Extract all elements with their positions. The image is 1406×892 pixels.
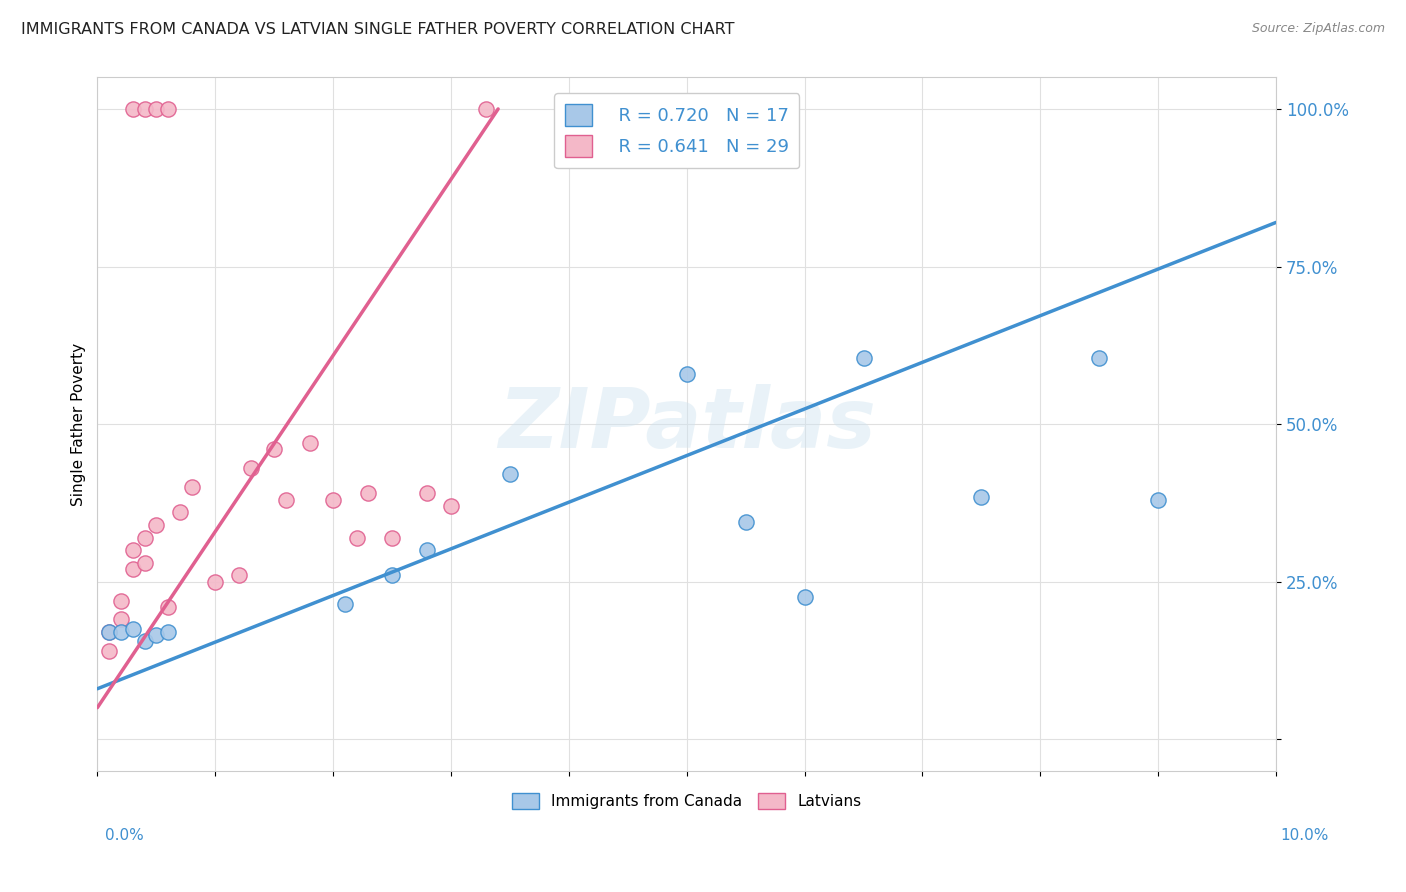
Point	[110, 625, 132, 640]
Point	[157, 625, 180, 640]
Point	[346, 531, 368, 545]
Point	[145, 628, 167, 642]
Point	[121, 622, 143, 636]
Point	[204, 574, 226, 589]
Text: Source: ZipAtlas.com: Source: ZipAtlas.com	[1251, 22, 1385, 36]
Point	[98, 644, 121, 658]
Point	[157, 102, 180, 116]
Point	[134, 556, 156, 570]
Point	[416, 486, 439, 500]
Point	[121, 102, 143, 116]
Point	[145, 102, 167, 116]
Point	[134, 634, 156, 648]
Text: IMMIGRANTS FROM CANADA VS LATVIAN SINGLE FATHER POVERTY CORRELATION CHART: IMMIGRANTS FROM CANADA VS LATVIAN SINGLE…	[21, 22, 734, 37]
Point	[357, 486, 380, 500]
Point	[121, 562, 143, 576]
Point	[263, 442, 285, 457]
Point	[180, 480, 202, 494]
Point	[416, 543, 439, 558]
Point	[381, 568, 404, 582]
Point	[1147, 492, 1170, 507]
Point	[145, 517, 167, 532]
Text: 0.0%: 0.0%	[105, 828, 145, 843]
Point	[110, 593, 132, 607]
Text: ZIPatlas: ZIPatlas	[498, 384, 876, 465]
Text: 10.0%: 10.0%	[1281, 828, 1329, 843]
Point	[298, 436, 321, 450]
Point	[440, 499, 463, 513]
Point	[228, 568, 250, 582]
Point	[1088, 351, 1111, 365]
Point	[970, 490, 993, 504]
Point	[134, 102, 156, 116]
Point	[98, 625, 121, 640]
Point	[475, 102, 498, 116]
Point	[121, 543, 143, 558]
Point	[852, 351, 875, 365]
Point	[98, 625, 121, 640]
Point	[381, 531, 404, 545]
Point	[274, 492, 297, 507]
Point	[499, 467, 522, 482]
Point	[157, 599, 180, 614]
Point	[793, 591, 815, 605]
Point	[322, 492, 344, 507]
Point	[134, 531, 156, 545]
Y-axis label: Single Father Poverty: Single Father Poverty	[72, 343, 86, 506]
Point	[734, 515, 756, 529]
Point	[675, 367, 697, 381]
Legend: Immigrants from Canada, Latvians: Immigrants from Canada, Latvians	[506, 787, 868, 815]
Point	[333, 597, 356, 611]
Point	[239, 461, 262, 475]
Point	[110, 612, 132, 626]
Point	[169, 505, 191, 519]
